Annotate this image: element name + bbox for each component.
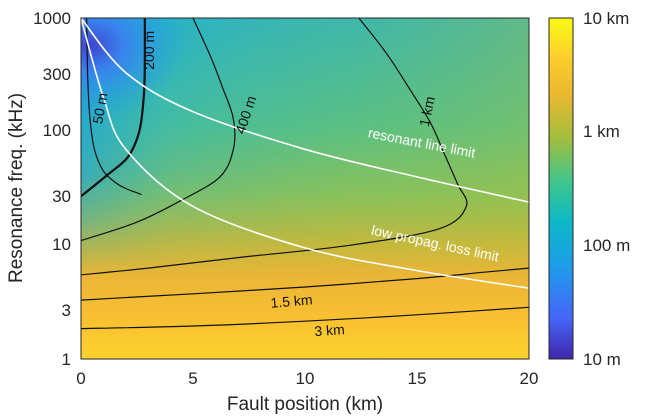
- contour-line: [81, 18, 468, 276]
- plot-area: [81, 18, 529, 359]
- colorbar-gradient: [548, 17, 574, 360]
- y-tick-label: 1: [62, 350, 71, 369]
- heatmap-corner-shading: [81, 18, 529, 359]
- y-tick-label: 10: [52, 235, 71, 254]
- x-axis: 0 5 10 15 20 Fault position (km): [76, 369, 538, 415]
- contour-label: 200 m: [141, 31, 157, 70]
- y-tick-label: 30: [52, 187, 71, 206]
- limit-curves: [81, 18, 529, 289]
- x-tick-label: 20: [520, 369, 539, 388]
- x-tick-label: 0: [76, 369, 85, 388]
- colorbar: 10 km 1 km 100 m 10 m: [548, 9, 630, 369]
- colorbar-tick-label: 1 km: [583, 122, 620, 141]
- contour-label: 1 km: [416, 95, 438, 128]
- x-tick-label: 10: [296, 369, 315, 388]
- colorbar-tick-label: 10 km: [583, 9, 629, 28]
- plot-frame: [80, 17, 530, 360]
- y-tick-label: 3: [62, 301, 71, 320]
- y-tick-label: 1000: [33, 9, 71, 28]
- colorbar-tick-label: 10 m: [583, 350, 621, 369]
- contour-lines: [81, 18, 529, 330]
- contour-line: [81, 306, 529, 330]
- contour-line: [81, 18, 146, 198]
- contour-line: [86, 18, 142, 196]
- contour-label: 3 km: [314, 321, 345, 339]
- y-tick-label: 100: [43, 121, 71, 140]
- x-axis-title: Fault position (km): [227, 394, 383, 415]
- contour-line: [81, 267, 529, 301]
- y-axis: 1 3 10 30 100 300 1000 Resonance freq. (…: [6, 9, 71, 369]
- x-tick-label: 15: [408, 369, 427, 388]
- x-tick-label: 5: [188, 369, 197, 388]
- contour-label: 1.5 km: [270, 291, 313, 311]
- y-axis-title: Resonance freq. (kHz): [6, 93, 27, 283]
- limit-curve: [81, 18, 529, 203]
- limit-curve: [81, 18, 529, 289]
- contour-line: [81, 18, 236, 242]
- y-tick-label: 300: [43, 65, 71, 84]
- contour-label: 50 m: [89, 92, 110, 125]
- colorbar-tick-label: 100 m: [583, 236, 630, 255]
